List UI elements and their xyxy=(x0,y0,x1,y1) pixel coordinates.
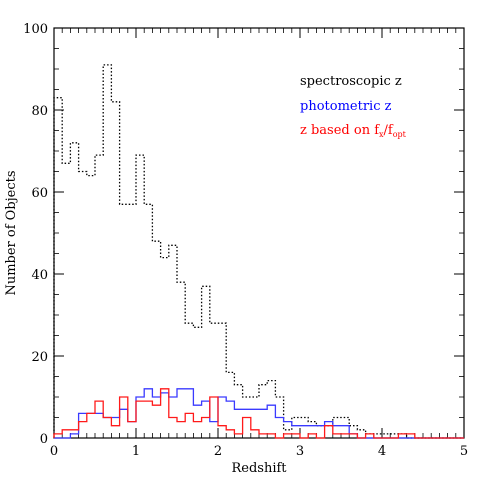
legend-fx-sub-opt: opt xyxy=(393,130,407,139)
series-line-spectroscopic xyxy=(53,64,464,439)
x-axis-label: Redshift xyxy=(231,461,287,476)
x-tick-label: 5 xyxy=(460,444,468,459)
legend-fx-main: z based on f xyxy=(300,123,380,138)
legend: spectroscopic z photometric z z based on… xyxy=(300,74,407,139)
legend-fx-sep: /f xyxy=(384,123,394,138)
plot-area xyxy=(53,27,465,439)
x-tick-label: 4 xyxy=(378,444,386,459)
y-tick-label: 20 xyxy=(31,350,48,365)
x-tick-label: 1 xyxy=(132,444,140,459)
x-tick-label: 0 xyxy=(50,444,58,459)
legend-label-photometric: photometric z xyxy=(300,99,392,114)
y-axis-label: Number of Objects xyxy=(4,170,19,295)
axis-ticks: 0 1 2 3 4 5 0 20 40 60 80 100 xyxy=(23,22,468,459)
legend-label-spectroscopic: spectroscopic z xyxy=(300,74,402,89)
y-tick-label: 80 xyxy=(31,104,48,119)
series-layer xyxy=(53,64,464,439)
y-tick-label: 0 xyxy=(40,432,48,447)
y-tick-label: 100 xyxy=(23,22,48,37)
y-tick-label: 60 xyxy=(31,186,48,201)
legend-fx-sub-x: x xyxy=(379,130,384,139)
series-line-fx-fopt xyxy=(53,388,464,439)
legend-label-fx-fopt: z based on fx/fopt xyxy=(300,123,407,139)
x-tick-label: 3 xyxy=(296,444,304,459)
x-tick-label: 2 xyxy=(214,444,222,459)
y-tick-label: 40 xyxy=(31,268,48,283)
